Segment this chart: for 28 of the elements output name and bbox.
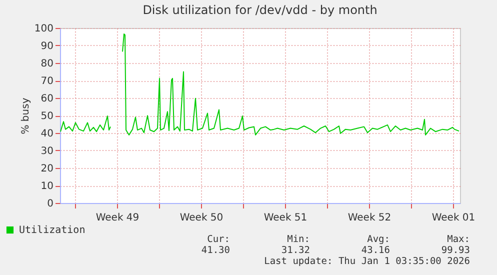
text: 99.93 — [440, 245, 470, 256]
x-tick-label: Week 51 — [264, 212, 308, 224]
text: 31.32 — [280, 245, 310, 256]
y-tick-label: 90 — [40, 41, 54, 52]
x-tick-label: Week 50 — [180, 212, 224, 224]
y-tick-label: 60 — [40, 94, 54, 104]
y-axis-title: % busy — [20, 98, 32, 134]
x-tick-label: Week 52 — [348, 212, 392, 224]
text: Last update: Thu Jan 1 03:35:00 2026 — [263, 256, 470, 267]
y-tick-label: 100 — [34, 24, 54, 34]
legend-label: Utilization — [19, 225, 86, 236]
y-tick-label: 70 — [40, 76, 54, 87]
text: 43.16 — [360, 245, 390, 256]
text: Min: — [286, 234, 310, 245]
y-tick-label: 0 — [47, 198, 54, 210]
y-tick-label: 20 — [40, 164, 54, 174]
y-tick-label: 50 — [40, 111, 54, 122]
text: Max: — [446, 234, 470, 245]
x-tick-label: Week 01 — [432, 212, 476, 224]
text: Cur: — [206, 234, 230, 245]
y-tick-label: 40 — [40, 128, 54, 140]
y-tick-label: 30 — [40, 146, 54, 157]
x-tick-label: Week 49 — [96, 212, 140, 224]
y-tick-label: 10 — [40, 181, 54, 192]
y-tick-label: 80 — [40, 58, 54, 70]
chart-title: Disk utilization for /dev/vdd - by month — [142, 3, 378, 17]
text: Avg: — [366, 234, 390, 245]
text: 41.30 — [200, 245, 230, 256]
